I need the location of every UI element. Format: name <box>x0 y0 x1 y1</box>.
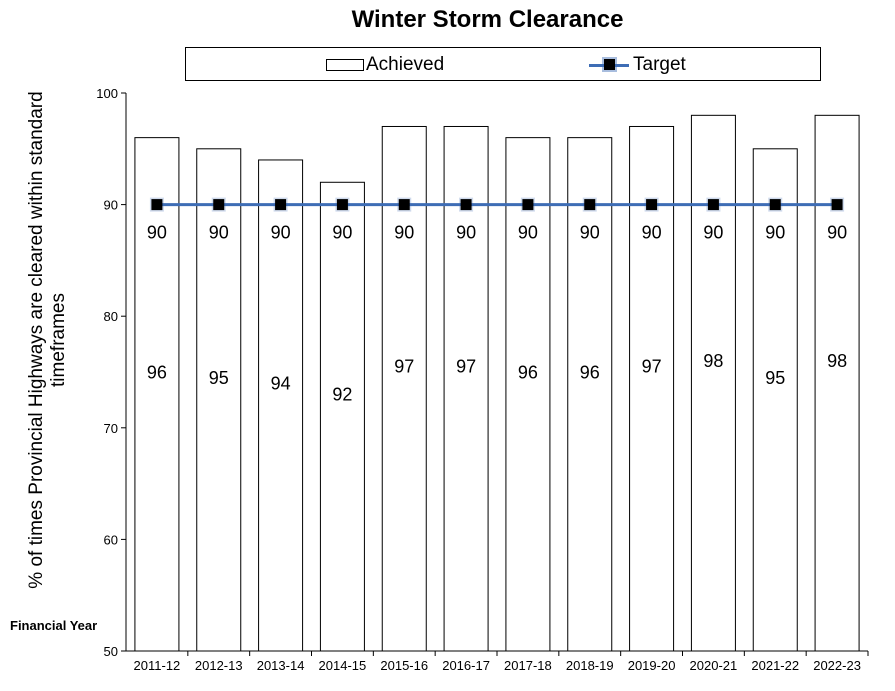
target-value-label: 90 <box>642 223 662 243</box>
bar-value-label: 97 <box>456 357 476 377</box>
bar-value-label: 96 <box>147 362 167 382</box>
bar <box>814 114 860 652</box>
legend-label-achieved: Achieved <box>366 54 445 75</box>
x-tick-label: 2017-18 <box>504 658 552 673</box>
bar-value-label: 92 <box>332 385 352 405</box>
target-value-label: 90 <box>147 223 167 243</box>
bar <box>752 148 798 652</box>
bar <box>319 181 365 652</box>
target-value-label: 90 <box>703 223 723 243</box>
target-marker <box>460 199 472 211</box>
target-value-label: 90 <box>518 223 538 243</box>
chart-title: Winter Storm Clearance <box>351 6 624 33</box>
bar <box>134 137 180 652</box>
y-tick-label: 60 <box>104 532 118 547</box>
target-value-label: 90 <box>209 223 229 243</box>
x-tick-label: 2012-13 <box>195 658 243 673</box>
legend-line-swatch <box>589 58 629 70</box>
bar <box>567 137 613 652</box>
target-value-label: 90 <box>394 223 414 243</box>
bar-value-label: 98 <box>703 351 723 371</box>
legend-item-target: Target <box>589 54 686 76</box>
target-marker <box>398 199 410 211</box>
bar <box>258 159 304 652</box>
bar <box>443 125 489 652</box>
bar <box>505 137 551 652</box>
x-tick-label: 2019-20 <box>628 658 676 673</box>
y-tick-label: 90 <box>104 198 118 213</box>
x-tick-label: 2014-15 <box>319 658 367 673</box>
x-axis-title: Financial Year <box>10 618 98 633</box>
bar <box>690 114 736 652</box>
target-value-label: 90 <box>271 223 291 243</box>
target-marker <box>769 199 781 211</box>
x-tick-label: 2020-21 <box>690 658 738 673</box>
bar-value-label: 96 <box>580 362 600 382</box>
x-tick-label: 2021-22 <box>751 658 799 673</box>
target-marker <box>522 199 534 211</box>
bar-value-label: 96 <box>518 362 538 382</box>
bar-value-label: 97 <box>394 357 414 377</box>
target-marker <box>584 199 596 211</box>
bar <box>196 148 242 652</box>
bar-value-label: 95 <box>209 368 229 388</box>
target-value-label: 90 <box>332 223 352 243</box>
x-tick-label: 2018-19 <box>566 658 614 673</box>
x-tick-label: 2022-23 <box>813 658 861 673</box>
target-value-label: 90 <box>456 223 476 243</box>
bar <box>381 125 427 652</box>
target-value-label: 90 <box>827 223 847 243</box>
legend-label-target: Target <box>633 54 686 75</box>
y-tick-label: 70 <box>104 421 118 436</box>
target-marker <box>831 199 843 211</box>
bar-value-label: 95 <box>765 368 785 388</box>
bar-value-label: 97 <box>642 357 662 377</box>
bar <box>629 125 675 652</box>
legend-item-achieved: Achieved <box>326 54 444 76</box>
bar-value-label: 98 <box>827 351 847 371</box>
target-value-label: 90 <box>765 223 785 243</box>
target-marker <box>336 199 348 211</box>
target-marker <box>275 199 287 211</box>
target-value-label: 90 <box>580 223 600 243</box>
target-marker <box>213 199 225 211</box>
target-marker <box>707 199 719 211</box>
bar-value-label: 94 <box>271 373 291 393</box>
x-tick-label: 2011-12 <box>134 658 181 673</box>
x-tick-label: 2016-17 <box>442 658 490 673</box>
y-tick-label: 80 <box>104 309 118 324</box>
y-tick-label: 100 <box>96 86 118 101</box>
y-tick-label: 50 <box>104 644 118 659</box>
target-marker <box>646 199 658 211</box>
legend: Achieved Target <box>185 47 821 81</box>
x-tick-label: 2013-14 <box>257 658 305 673</box>
legend-bar-swatch <box>326 59 364 71</box>
x-tick-label: 2015-16 <box>380 658 428 673</box>
target-marker <box>151 199 163 211</box>
